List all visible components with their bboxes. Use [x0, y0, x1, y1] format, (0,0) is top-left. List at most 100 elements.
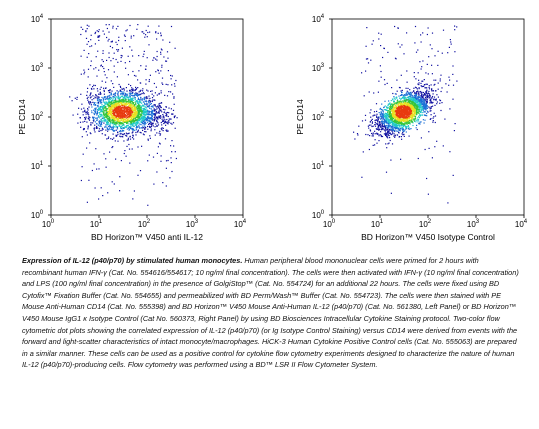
right-event-dot: [431, 90, 433, 92]
left-event-dot: [111, 115, 113, 117]
left-event-dot: [90, 87, 93, 90]
right-event-dot: [396, 110, 398, 112]
left-event-dot: [114, 140, 116, 142]
right-event-dot: [414, 105, 416, 107]
right-event-dot: [431, 97, 433, 99]
left-event-dot: [124, 40, 126, 42]
left-event-dot: [154, 117, 156, 119]
left-event-dot: [135, 111, 137, 114]
right-event-dot: [423, 103, 425, 105]
right-event-dot: [406, 126, 408, 128]
left-y-tick-label: 103: [31, 63, 44, 73]
right-event-dot: [398, 102, 400, 104]
left-event-dot: [159, 117, 161, 119]
left-event-dot: [132, 102, 134, 104]
right-event-dot: [422, 80, 424, 82]
left-event-dot: [129, 90, 131, 92]
right-event-dot: [407, 87, 409, 89]
right-event-dot: [365, 133, 367, 136]
left-event-dot: [110, 92, 112, 94]
left-event-dot: [138, 118, 140, 121]
left-event-dot: [171, 151, 173, 153]
left-event-dot: [104, 107, 106, 109]
right-event-dot: [422, 104, 424, 106]
right-event-dot: [422, 85, 424, 87]
left-event-dot: [106, 27, 108, 30]
left-event-dot: [143, 96, 146, 98]
left-event-dot: [102, 108, 104, 110]
right-event-dot: [406, 32, 408, 34]
right-event-dot: [410, 109, 412, 111]
left-event-dot: [126, 113, 128, 115]
left-event-dot: [100, 119, 103, 121]
right-event-dot: [418, 92, 420, 94]
right-event-dot: [376, 116, 378, 118]
right-event-dot: [374, 130, 376, 132]
right-event-dot: [426, 102, 428, 104]
left-event-dot: [98, 97, 100, 99]
left-event-dot: [107, 116, 109, 118]
left-event-dot: [114, 97, 117, 99]
right-event-dot: [419, 123, 421, 125]
left-event-dot: [115, 119, 117, 121]
left-event-dot: [94, 110, 97, 112]
left-event-dot: [122, 124, 124, 126]
right-event-dot: [409, 112, 411, 114]
left-event-dot: [173, 97, 175, 99]
right-event-dot: [393, 97, 395, 99]
left-event-dot: [107, 40, 109, 42]
left-event-dot: [110, 111, 112, 113]
left-event-dot: [112, 129, 114, 132]
right-event-dot: [421, 66, 423, 68]
right-event-dot: [412, 96, 414, 98]
left-event-dot: [84, 120, 86, 122]
left-event-dot: [80, 73, 82, 75]
right-event-dot: [424, 105, 426, 107]
right-event-dot: [387, 118, 389, 120]
right-event-dot: [378, 140, 380, 142]
right-event-dot: [454, 25, 456, 27]
left-event-dot: [104, 74, 106, 76]
right-event-dot: [390, 100, 392, 102]
left-event-dot: [109, 123, 111, 125]
left-event-dot: [135, 131, 137, 134]
right-event-dot: [415, 51, 418, 53]
right-event-dot: [387, 51, 389, 53]
right-event-dot: [450, 43, 452, 45]
left-event-dot: [156, 119, 158, 121]
left-event-dot: [98, 29, 100, 31]
left-event-dot: [130, 91, 132, 93]
left-event-dot: [132, 128, 134, 130]
left-event-dot: [156, 50, 158, 53]
left-event-dot: [109, 110, 111, 112]
right-event-dot: [394, 107, 396, 109]
left-event-dot: [151, 111, 153, 114]
left-event-dot: [106, 112, 108, 114]
left-event-dot: [89, 103, 91, 105]
right-event-dot: [372, 135, 374, 137]
left-event-dot: [159, 134, 161, 136]
right-event-dot: [404, 124, 406, 126]
right-event-dot: [384, 105, 386, 107]
left-event-dot: [120, 160, 122, 162]
right-event-dot: [391, 103, 393, 105]
left-event-dot: [99, 121, 101, 123]
left-event-dot: [161, 77, 164, 79]
left-event-dot: [130, 106, 132, 108]
right-event-dot: [425, 97, 427, 99]
right-event-dot: [389, 139, 391, 142]
right-event-dot: [417, 49, 419, 51]
right-event-dot: [418, 82, 420, 84]
left-event-dot: [128, 107, 130, 109]
left-event-dot: [123, 97, 125, 99]
left-event-dot: [137, 24, 139, 26]
left-event-dot: [125, 104, 127, 106]
right-event-dot: [430, 102, 432, 104]
left-event-dot: [113, 71, 115, 73]
left-event-dot: [125, 95, 128, 98]
left-event-dot: [116, 117, 119, 120]
right-event-dot: [394, 104, 396, 106]
right-event-dot: [411, 93, 413, 95]
right-event-dot: [397, 27, 399, 29]
left-event-dot: [100, 93, 102, 95]
